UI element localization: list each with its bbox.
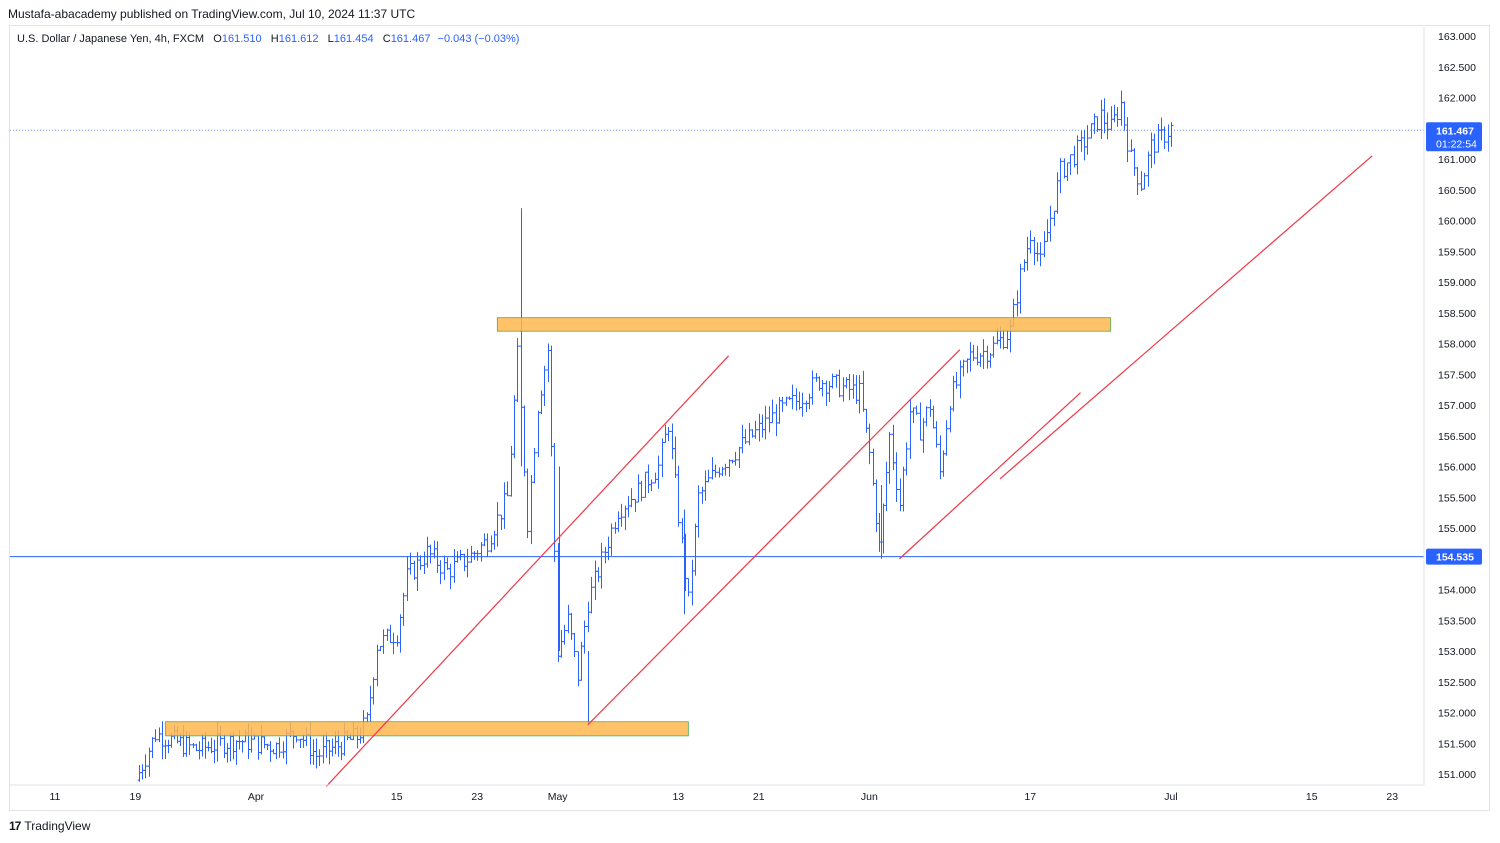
y-tick-label: 160.000	[1438, 216, 1476, 228]
zones-layer	[165, 317, 1112, 737]
candles-layer	[137, 90, 1174, 782]
x-tick-label: 23	[471, 791, 483, 803]
time-axis: 11 19 Apr 15 23 May 13 21 Jun 17 Jul 15 23	[10, 27, 1425, 803]
horizontal-line-layer	[10, 129, 1424, 558]
close-value: 161.467	[390, 33, 431, 45]
x-tick-label: 15	[1306, 791, 1318, 803]
line-price-value: 154.535	[1436, 552, 1474, 564]
support-resistance-zone[interactable]	[496, 317, 1112, 332]
x-tick-label: Apr	[248, 791, 265, 803]
close-label: C	[382, 33, 391, 45]
x-tick-label: 13	[672, 791, 684, 803]
support-resistance-zone[interactable]	[165, 721, 689, 737]
y-tick-label: 158.500	[1438, 308, 1476, 320]
price-badges: 161.467 01:22:54 154.535	[1426, 122, 1482, 565]
x-tick-label: 19	[129, 791, 141, 803]
y-tick-label: 155.500	[1438, 492, 1476, 504]
low-label: L	[327, 33, 334, 45]
y-tick-label: 156.500	[1438, 431, 1476, 443]
x-tick-label: 21	[753, 791, 765, 803]
trendline[interactable]	[325, 355, 730, 787]
y-tick-label: 155.000	[1438, 523, 1476, 535]
x-tick-label: 11	[49, 791, 60, 803]
high-value: 161.612	[278, 33, 319, 45]
open-value: 161.510	[221, 33, 262, 45]
y-tick-label: 161.000	[1438, 154, 1476, 166]
y-tick-label: 159.000	[1438, 277, 1476, 289]
last-price-value: 161.467	[1436, 125, 1474, 137]
last-price-badge	[1426, 122, 1482, 152]
x-tick-label: 17	[1024, 791, 1036, 803]
y-tick-label: 157.000	[1438, 400, 1476, 412]
y-tick-label: 162.500	[1438, 62, 1476, 74]
y-tick-label: 157.500	[1438, 369, 1476, 381]
y-tick-label: 154.000	[1438, 585, 1476, 597]
y-tick-label: 160.500	[1438, 185, 1476, 197]
trendline[interactable]	[999, 155, 1373, 480]
tradingview-logo-icon[interactable]: 17	[9, 819, 21, 833]
tradingview-brand[interactable]: TradingView	[24, 819, 91, 833]
trendline[interactable]	[899, 392, 1081, 560]
x-tick-label: 15	[391, 791, 403, 803]
change-value: −0.043 (−0.03%)	[437, 33, 520, 45]
line-price-badge	[1426, 548, 1482, 565]
y-tick-label: 162.000	[1438, 93, 1476, 105]
y-tick-label: 153.500	[1438, 615, 1476, 627]
x-tick-label: May	[548, 791, 569, 803]
symbol-label[interactable]: U.S. Dollar / Japanese Yen, 4h, FXCM	[17, 33, 205, 45]
low-value: 161.454	[333, 33, 374, 45]
y-tick-label: 159.500	[1438, 246, 1476, 258]
y-tick-label: 163.000	[1438, 31, 1476, 43]
y-tick-label: 151.000	[1438, 769, 1476, 781]
x-tick-label: 23	[1386, 791, 1398, 803]
y-tick-label: 152.500	[1438, 677, 1476, 689]
x-tick-label: Jun	[861, 791, 878, 803]
open-label: O	[213, 33, 222, 45]
y-tick-label: 156.000	[1438, 462, 1476, 474]
x-tick-label: Jul	[1164, 791, 1177, 803]
publisher-note: Mustafa-abacademy published on TradingVi…	[8, 7, 416, 21]
y-tick-label: 152.000	[1438, 708, 1476, 720]
y-tick-label: 151.500	[1438, 738, 1476, 750]
chart-legend: U.S. Dollar / Japanese Yen, 4h, FXCM O16…	[17, 33, 519, 45]
footer: 17 TradingView	[9, 819, 90, 833]
trendline[interactable]	[587, 349, 961, 726]
bar-countdown: 01:22:54	[1436, 138, 1477, 150]
trendlines-layer	[325, 155, 1373, 787]
y-tick-label: 158.000	[1438, 339, 1476, 351]
high-label: H	[270, 33, 279, 45]
chart-frame	[9, 25, 1490, 811]
y-tick-label: 153.000	[1438, 646, 1476, 658]
